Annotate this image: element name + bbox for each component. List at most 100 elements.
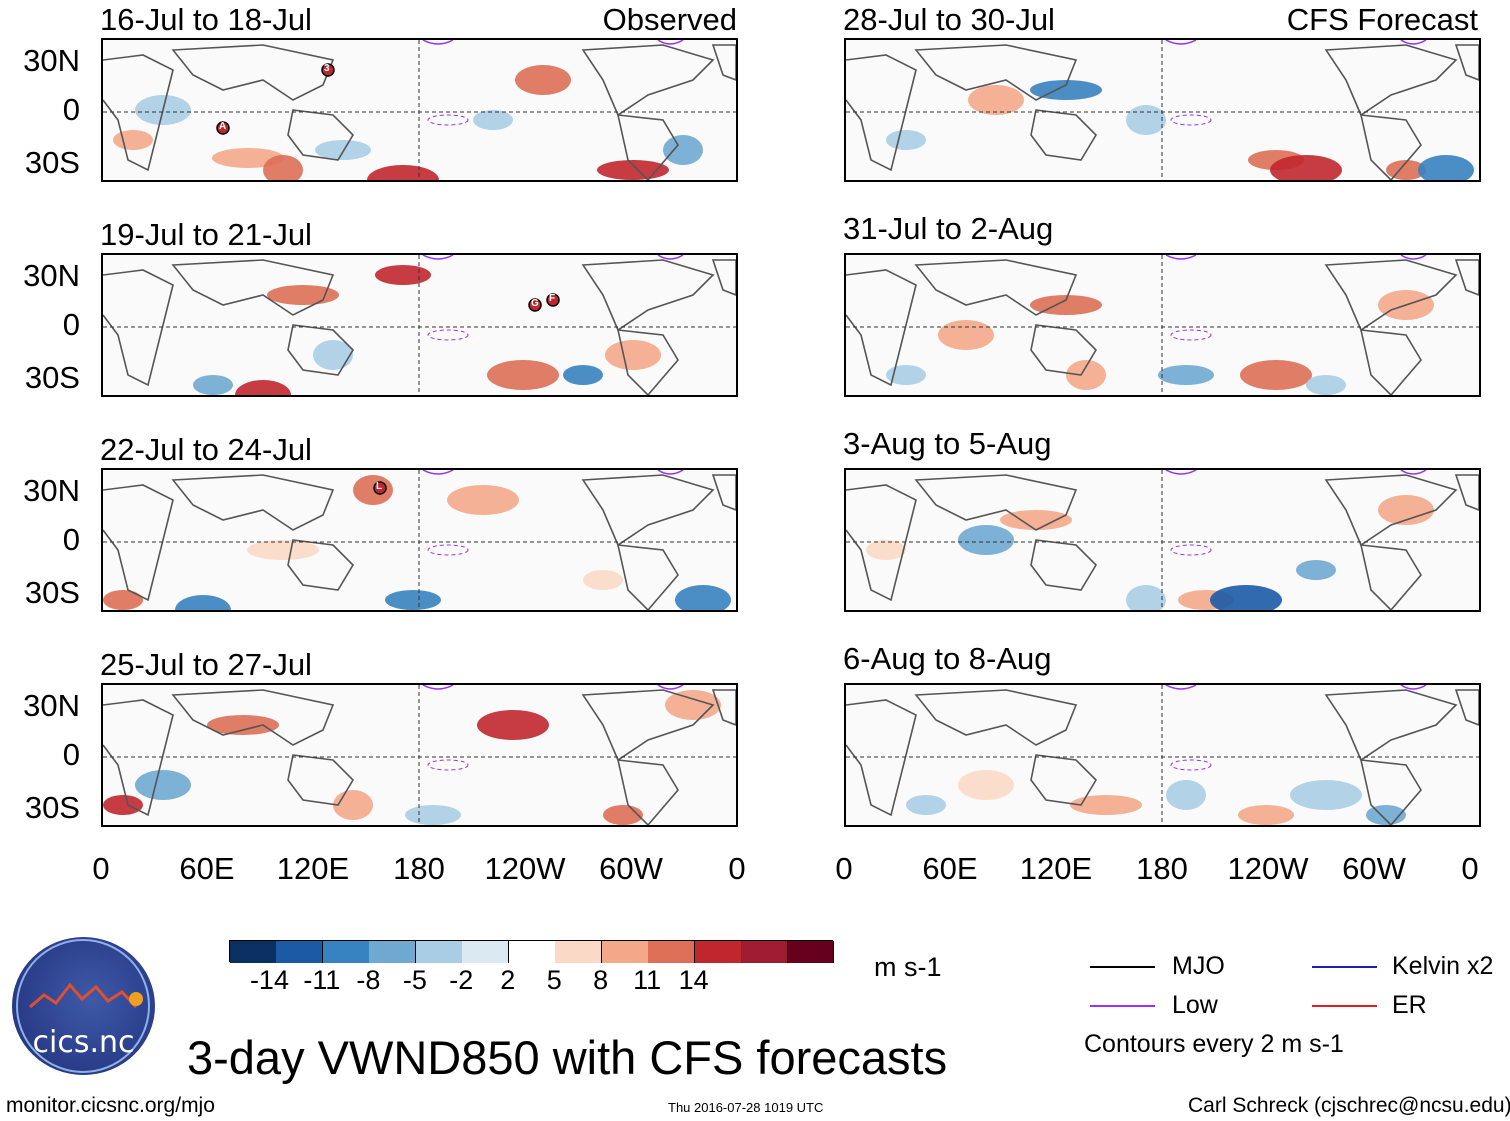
colorbar-swatch [694,941,742,963]
anomaly-region [675,585,731,610]
low-contour [1165,685,1197,690]
coastline [581,44,715,117]
anomaly-region [968,85,1024,115]
lon-label: 60E [922,851,978,886]
colorbar-swatch [415,941,463,963]
low-contour [422,470,454,475]
colorbar-tick-label: 5 [546,965,562,995]
low-contour [422,255,454,260]
lat-label-30s: 30S [24,360,80,395]
lat-label-eq: 0 [62,737,80,772]
coastline [287,539,355,591]
colorbar-tick-label: 14 [678,965,709,995]
low-contour [1165,255,1197,260]
low-contour [657,40,684,45]
storm-label: G [531,298,539,309]
contour-note: Contours every 2 m s-1 [1084,1030,1344,1058]
low-contour [1400,255,1427,260]
anomaly-region [385,590,441,610]
map-canvas [103,685,736,825]
anomaly-region [663,135,703,165]
map-canvas [103,255,736,395]
anomaly-region [1158,365,1214,385]
anomaly-region [665,690,721,720]
panel-title-fc-3: 3-Aug to 5-Aug [843,426,1052,461]
colorbar-tick-label: 8 [593,965,609,995]
map-canvas [103,470,736,610]
coastline [103,699,174,817]
anomaly-region [906,795,946,815]
legend-er-line [1312,1005,1377,1007]
anomaly-region [267,285,339,305]
low-contour [1170,759,1212,771]
anomaly-region [247,540,319,560]
main-title: 3-day VWND850 with CFS forecasts [187,1031,948,1084]
coastline [1359,329,1422,395]
legend-mjo-line [1090,966,1155,968]
colorbar-unit: m s-1 [874,952,942,982]
anomaly-region [1238,805,1294,825]
panel-title-obs-3: 22-Jul to 24-Jul [100,432,312,467]
footer-url: monitor.cicsnc.org/mjo [6,1094,215,1117]
coastline [1324,689,1458,762]
coastline [914,689,1078,746]
map-panel-obs-3: L [101,468,738,612]
lon-label: 0 [728,851,746,886]
map-panel-fc-2 [844,253,1481,397]
lon-label: 180 [1136,851,1188,886]
anomaly-region [1030,295,1102,315]
anomaly-region [1378,495,1434,525]
coastline [1359,114,1422,180]
storm-marker [216,121,230,135]
colorbar-tick-label: -8 [356,965,381,995]
panel-title-fc-2: 31-Jul to 2-Aug [843,211,1054,246]
colorbar-tick-label: 11 [633,965,662,995]
map-canvas [103,40,736,180]
coastline [103,269,174,387]
logo-text: cics.nc [32,1025,135,1060]
anomaly-region [1166,780,1206,810]
storm-marker [373,481,387,495]
coastline [171,474,335,531]
anomaly-region [1418,155,1474,180]
anomaly-region [263,155,303,180]
colorbar-swatch [276,941,324,963]
map-canvas [846,470,1479,610]
colorbar-swatch [601,941,649,963]
anomaly-region [866,540,906,560]
low-contour [1400,40,1427,45]
coastline [914,474,1078,531]
anomaly-region [1210,585,1282,610]
coastline [616,329,679,395]
colorbar-swatch [508,941,556,963]
map-panel-obs-4 [101,683,738,827]
coastline [103,54,174,172]
legend-low-label: Low [1172,991,1218,1019]
map-canvas [846,255,1479,395]
low-contour [422,40,454,45]
coastline [616,114,679,180]
lon-label: 120E [1019,851,1093,886]
anomaly-region [1070,795,1142,815]
colorbar-tick-label: 2 [500,965,516,995]
coastline [914,259,1078,316]
coastline [846,699,917,817]
storm-label: L [376,481,383,492]
anomaly-region [367,165,439,180]
coastline [1030,754,1098,806]
anomaly-region [103,795,143,815]
anomaly-region [405,805,461,825]
low-contour [1400,470,1427,475]
legend-kelvin-line [1312,966,1377,968]
cfs-forecast-tag: CFS Forecast [1286,2,1478,37]
lat-label-30s: 30S [24,575,80,610]
legend-kelvin-label: Kelvin x2 [1392,952,1494,980]
colorbar-tick-label: -11 [303,965,341,995]
coastline [1324,259,1458,332]
footer-author: Carl Schreck (cjschrec@ncsu.edu) [1188,1094,1510,1117]
anomaly-region [1296,560,1336,580]
colorbar-swatch [648,941,696,963]
lon-label: 0 [835,851,853,886]
anomaly-region [1240,360,1312,390]
storm-label: F [549,293,556,304]
